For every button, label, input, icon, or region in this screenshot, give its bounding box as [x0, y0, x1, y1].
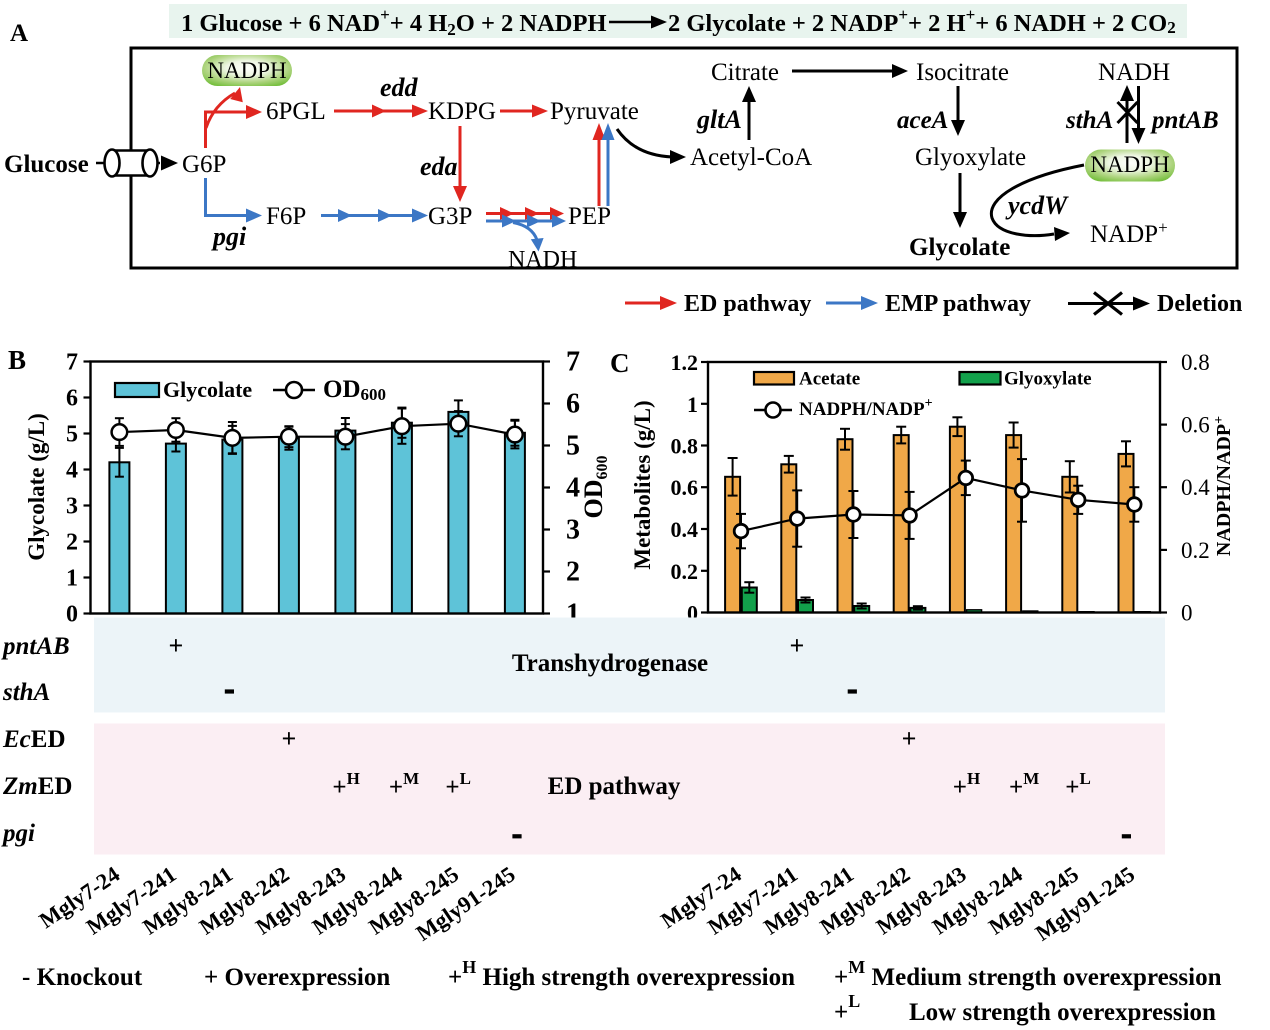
- svg-text:Glycolate (g/L): Glycolate (g/L): [24, 413, 49, 561]
- svg-text:ycdW: ycdW: [1005, 191, 1069, 220]
- svg-text:C: C: [610, 348, 630, 378]
- svg-text:gltA: gltA: [696, 105, 742, 134]
- svg-text:F6P: F6P: [266, 203, 306, 230]
- svg-text:6: 6: [566, 389, 580, 420]
- svg-text:OD600: OD600: [323, 376, 386, 404]
- svg-text:Isocitrate: Isocitrate: [916, 59, 1009, 86]
- svg-text:3: 3: [566, 515, 580, 546]
- svg-text:NADH: NADH: [508, 247, 577, 273]
- svg-text:+: +: [168, 631, 183, 660]
- svg-text:Deletion: Deletion: [1157, 291, 1242, 317]
- svg-text:OD600: OD600: [579, 456, 611, 519]
- svg-text:aceA: aceA: [897, 107, 948, 134]
- svg-text:NADPH/NADP+: NADPH/NADP+: [1212, 416, 1235, 556]
- svg-text:ED pathway: ED pathway: [548, 773, 681, 800]
- svg-text:Pyruvate: Pyruvate: [550, 98, 639, 125]
- svg-text:0.4: 0.4: [671, 517, 699, 542]
- svg-text:6PGL: 6PGL: [266, 98, 326, 125]
- svg-text:2: 2: [66, 530, 78, 556]
- svg-text:2 Glycolate + 2 NADP++ 2 H++ 6: 2 Glycolate + 2 NADP++ 2 H++ 6 NADH + 2 …: [668, 5, 1176, 37]
- svg-text:NADPH: NADPH: [207, 58, 286, 83]
- svg-text:G6P: G6P: [182, 151, 226, 178]
- svg-text:0.4: 0.4: [1181, 475, 1210, 500]
- svg-text:eda: eda: [420, 152, 458, 181]
- svg-text:1: 1: [66, 566, 78, 592]
- svg-text:1.2: 1.2: [671, 350, 699, 375]
- svg-text:4: 4: [66, 458, 78, 484]
- svg-text:EMP pathway: EMP pathway: [885, 291, 1031, 317]
- svg-text:pgi: pgi: [1, 820, 35, 847]
- svg-text:+H: +H: [953, 769, 980, 801]
- svg-text:PEP: PEP: [568, 203, 611, 230]
- svg-text:4: 4: [566, 473, 580, 504]
- svg-text:2: 2: [566, 557, 580, 588]
- svg-text:ED pathway: ED pathway: [684, 291, 811, 317]
- svg-text:0: 0: [1181, 601, 1193, 626]
- svg-text:Transhydrogenase: Transhydrogenase: [512, 650, 708, 677]
- svg-text:A: A: [10, 20, 28, 47]
- svg-text:0: 0: [687, 601, 698, 626]
- svg-text:+: +: [281, 724, 296, 753]
- svg-text:Low strength overexpression: Low strength overexpression: [909, 999, 1216, 1026]
- svg-text:EcED: EcED: [2, 726, 66, 753]
- svg-text:+: +: [789, 631, 804, 660]
- svg-text:7: 7: [66, 350, 78, 376]
- svg-text:pntAB: pntAB: [1, 633, 70, 660]
- svg-text:Glyoxylate: Glyoxylate: [915, 144, 1026, 171]
- svg-text:KDPG: KDPG: [428, 98, 496, 125]
- svg-text:pntAB: pntAB: [1150, 107, 1219, 134]
- svg-text:0.2: 0.2: [671, 559, 699, 584]
- svg-text:1: 1: [687, 392, 698, 417]
- svg-text:+M Medium strength overexpress: +M Medium strength overexpression: [834, 957, 1222, 991]
- svg-text:edd: edd: [380, 73, 419, 102]
- svg-text:Glyoxylate: Glyoxylate: [1004, 369, 1092, 390]
- svg-text:+H High strength overexpressio: +H High strength overexpression: [448, 957, 795, 991]
- svg-text:5: 5: [66, 422, 78, 448]
- svg-text:pgi: pgi: [211, 222, 247, 251]
- svg-text:1 Glucose + 6 NAD++ 4 H2O + 2: 1 Glucose + 6 NAD++ 4 H2O + 2 NADPH: [181, 5, 607, 39]
- svg-text:Citrate: Citrate: [711, 59, 779, 86]
- svg-text:+: +: [902, 724, 917, 753]
- svg-text:0.2: 0.2: [1181, 538, 1210, 563]
- svg-text:+L: +L: [834, 991, 860, 1026]
- svg-text:G3P: G3P: [428, 203, 472, 230]
- svg-text:NADP+: NADP+: [1090, 218, 1168, 248]
- svg-text:sthA: sthA: [1065, 107, 1113, 134]
- svg-text:0.6: 0.6: [671, 475, 699, 500]
- svg-text:0: 0: [66, 602, 78, 628]
- svg-text:3: 3: [66, 494, 78, 520]
- svg-text:7: 7: [566, 347, 580, 378]
- svg-text:5: 5: [566, 431, 580, 462]
- svg-text:ZmED: ZmED: [2, 773, 72, 800]
- svg-text:NADH: NADH: [1098, 59, 1170, 86]
- svg-text:B: B: [8, 345, 26, 375]
- svg-text:Acetyl-CoA: Acetyl-CoA: [690, 144, 812, 171]
- svg-text:0.8: 0.8: [1181, 350, 1210, 375]
- svg-text:- Knockout: - Knockout: [22, 964, 143, 991]
- svg-text:+ Overexpression: + Overexpression: [204, 964, 390, 991]
- svg-text:Metabolites (g/L): Metabolites (g/L): [630, 400, 655, 569]
- svg-text:Glycolate: Glycolate: [909, 234, 1010, 261]
- svg-text:0.6: 0.6: [1181, 413, 1210, 438]
- svg-text:sthA: sthA: [2, 679, 50, 706]
- svg-text:0.8: 0.8: [671, 434, 699, 459]
- svg-text:Glycolate: Glycolate: [163, 377, 252, 402]
- svg-text:Acetate: Acetate: [799, 369, 860, 390]
- svg-text:NADPH/NADP+: NADPH/NADP+: [799, 396, 933, 420]
- svg-text:6: 6: [66, 386, 78, 412]
- svg-text:NADPH: NADPH: [1090, 152, 1169, 177]
- svg-text:Glucose: Glucose: [4, 151, 89, 178]
